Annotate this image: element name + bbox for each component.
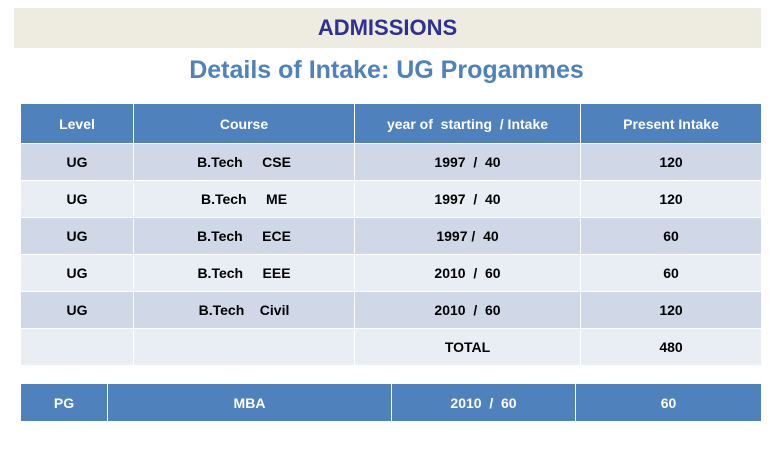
cell-course: B.Tech CSE bbox=[133, 143, 355, 181]
cell-empty bbox=[20, 328, 134, 366]
table-row: UG B.Tech EEE 2010 / 60 60 bbox=[20, 254, 762, 292]
cell-level: UG bbox=[20, 180, 134, 218]
column-header-present-intake: Present Intake bbox=[580, 103, 762, 144]
table-row: UG B.Tech ME 1997 / 40 120 bbox=[20, 180, 762, 218]
total-row: TOTAL 480 bbox=[20, 328, 762, 366]
cell-year-intake: 1997 / 40 bbox=[354, 217, 581, 255]
table-header-row: Level Course year of starting / Intake P… bbox=[20, 103, 762, 144]
cell-course: B.Tech EEE bbox=[133, 254, 355, 292]
cell-year-intake: 2010 / 60 bbox=[354, 254, 581, 292]
cell-present-intake: 60 bbox=[580, 217, 762, 255]
pg-intake-table: PG MBA 2010 / 60 60 bbox=[20, 383, 762, 422]
pg-row: PG MBA 2010 / 60 60 bbox=[20, 383, 762, 422]
cell-present-intake: 60 bbox=[580, 254, 762, 292]
cell-course: B.Tech ECE bbox=[133, 217, 355, 255]
cell-year-intake: 1997 / 40 bbox=[354, 143, 581, 181]
cell-course: B.Tech ME bbox=[133, 180, 355, 218]
cell-year-intake: 2010 / 60 bbox=[354, 291, 581, 329]
column-header-course: Course bbox=[133, 103, 355, 144]
table-row: UG B.Tech CSE 1997 / 40 120 bbox=[20, 143, 762, 181]
cell-year-intake: 1997 / 40 bbox=[354, 180, 581, 218]
pg-course: MBA bbox=[107, 383, 392, 422]
table-row: UG B.Tech Civil 2010 / 60 120 bbox=[20, 291, 762, 329]
ug-intake-table: Level Course year of starting / Intake P… bbox=[20, 103, 762, 366]
column-header-year-intake: year of starting / Intake bbox=[354, 103, 581, 144]
cell-level: UG bbox=[20, 291, 134, 329]
cell-course: B.Tech Civil bbox=[133, 291, 355, 329]
banner-text: ADMISSIONS bbox=[317, 15, 458, 40]
admissions-banner: ADMISSIONS bbox=[14, 8, 761, 48]
cell-present-intake: 120 bbox=[580, 291, 762, 329]
table-row: UG B.Tech ECE 1997 / 40 60 bbox=[20, 217, 762, 255]
page-title: Details of Intake: UG Progammes bbox=[189, 56, 584, 84]
cell-present-intake: 120 bbox=[580, 180, 762, 218]
total-label: TOTAL bbox=[354, 328, 581, 366]
pg-year-intake: 2010 / 60 bbox=[391, 383, 576, 422]
total-value: 480 bbox=[580, 328, 762, 366]
cell-empty bbox=[133, 328, 355, 366]
column-header-level: Level bbox=[20, 103, 134, 144]
pg-level: PG bbox=[20, 383, 108, 422]
cell-level: UG bbox=[20, 143, 134, 181]
pg-present-intake: 60 bbox=[575, 383, 762, 422]
cell-present-intake: 120 bbox=[580, 143, 762, 181]
cell-level: UG bbox=[20, 217, 134, 255]
cell-level: UG bbox=[20, 254, 134, 292]
